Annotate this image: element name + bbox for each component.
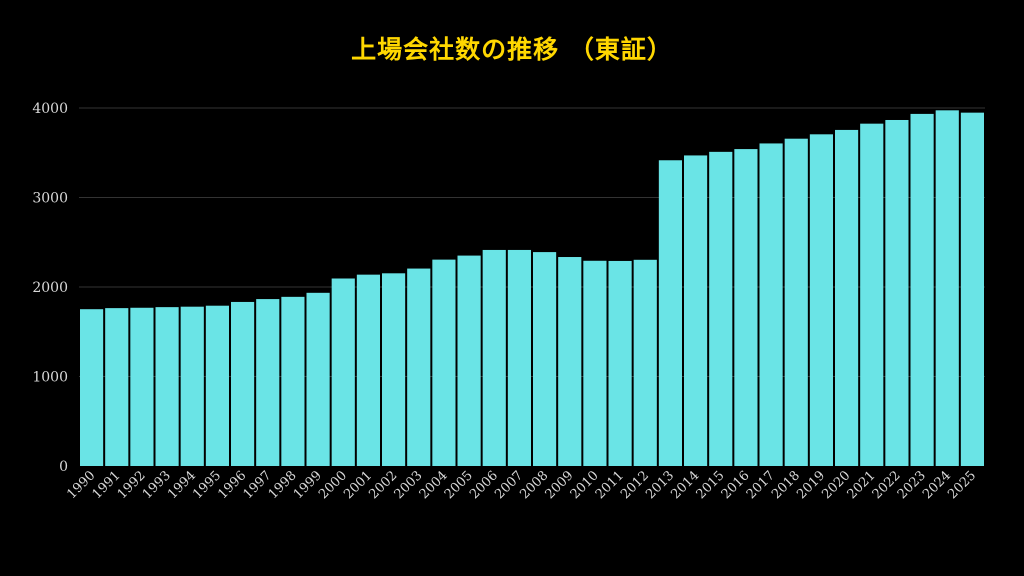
y-tick-label: 4000 (32, 101, 68, 117)
bar-1996 (231, 301, 255, 466)
bar-2019 (809, 134, 833, 467)
y-tick-label: 3000 (32, 191, 68, 207)
x-tick-label: 2017 (744, 468, 778, 502)
bar-2010 (583, 260, 607, 466)
bar-2015 (709, 151, 733, 467)
x-tick-label: 2012 (618, 468, 652, 502)
x-tick-label: 2013 (643, 468, 677, 502)
bar-2016 (734, 149, 758, 466)
bar-2002 (382, 273, 406, 466)
x-tick-label: 2009 (543, 468, 577, 502)
bar-2003 (407, 268, 431, 466)
x-tick-label: 2005 (442, 468, 476, 502)
bar-1999 (306, 292, 330, 466)
x-tick-label: 2001 (341, 468, 375, 502)
chart-title: 上場会社数の推移 （東証） (351, 35, 673, 64)
x-axis-ticks: 1990199119921993199419951996199719981999… (64, 468, 979, 502)
x-tick-label: 2003 (392, 468, 426, 502)
x-tick-label: 2019 (794, 468, 828, 502)
x-tick-label: 2018 (769, 468, 803, 502)
x-tick-label: 2002 (366, 468, 400, 502)
bar-2013 (658, 160, 682, 466)
bar-1998 (281, 296, 305, 466)
x-tick-label: 1996 (215, 468, 249, 502)
x-tick-label: 1994 (165, 468, 199, 502)
bar-2007 (507, 249, 531, 466)
x-tick-label: 2014 (668, 468, 702, 502)
x-tick-label: 2000 (316, 468, 350, 502)
x-tick-label: 1995 (190, 468, 224, 502)
bar-1994 (180, 306, 204, 466)
bar-2000 (331, 278, 355, 466)
x-tick-label: 1992 (115, 468, 149, 502)
bar-2006 (482, 249, 506, 466)
bar-2005 (457, 255, 481, 466)
bar-2018 (784, 138, 808, 467)
gridlines (79, 107, 985, 377)
bar-1990 (80, 309, 104, 466)
x-tick-label: 2022 (870, 468, 904, 502)
x-tick-label: 2010 (568, 468, 602, 502)
bar-2009 (558, 257, 582, 466)
bar-2011 (608, 260, 632, 466)
x-tick-label: 1993 (140, 468, 174, 502)
x-tick-label: 1990 (64, 468, 98, 502)
bar-1992 (130, 307, 154, 466)
bar-2021 (860, 123, 884, 466)
x-tick-label: 1999 (291, 468, 325, 502)
bar-2012 (633, 259, 657, 466)
bar-2001 (356, 274, 380, 466)
x-tick-label: 2006 (467, 468, 501, 502)
x-tick-label: 1997 (241, 468, 275, 502)
x-tick-label: 2008 (517, 468, 551, 502)
x-tick-label: 2007 (492, 468, 526, 502)
bar-1997 (256, 299, 280, 466)
x-tick-label: 2023 (895, 468, 929, 502)
bar-2004 (432, 259, 456, 466)
x-tick-label: 2004 (417, 468, 451, 502)
bar-1995 (205, 305, 229, 466)
bar-2023 (910, 113, 934, 467)
x-tick-label: 2020 (819, 468, 853, 502)
bar-2022 (885, 119, 909, 467)
x-tick-label: 1998 (266, 468, 300, 502)
y-tick-label: 2000 (32, 280, 68, 296)
x-tick-label: 2015 (694, 468, 728, 502)
bar-2008 (533, 252, 557, 466)
y-tick-label: 0 (59, 459, 68, 475)
bar-2024 (935, 110, 959, 467)
x-tick-label: 2024 (920, 468, 954, 502)
bar-2020 (835, 129, 859, 467)
x-tick-label: 2021 (845, 468, 879, 502)
bar-2025 (960, 112, 984, 467)
bars (80, 110, 984, 467)
x-tick-label: 2016 (719, 468, 753, 502)
x-tick-label: 1991 (90, 468, 124, 502)
bar-2017 (759, 143, 783, 466)
y-axis-ticks: 0 1000 2000 3000 4000 (32, 101, 68, 475)
bar-1993 (155, 307, 179, 466)
x-tick-label: 2011 (593, 468, 627, 502)
bar-1991 (105, 308, 129, 466)
x-tick-label: 2025 (945, 468, 979, 502)
bar-2014 (684, 155, 708, 466)
y-tick-label: 1000 (32, 370, 68, 386)
